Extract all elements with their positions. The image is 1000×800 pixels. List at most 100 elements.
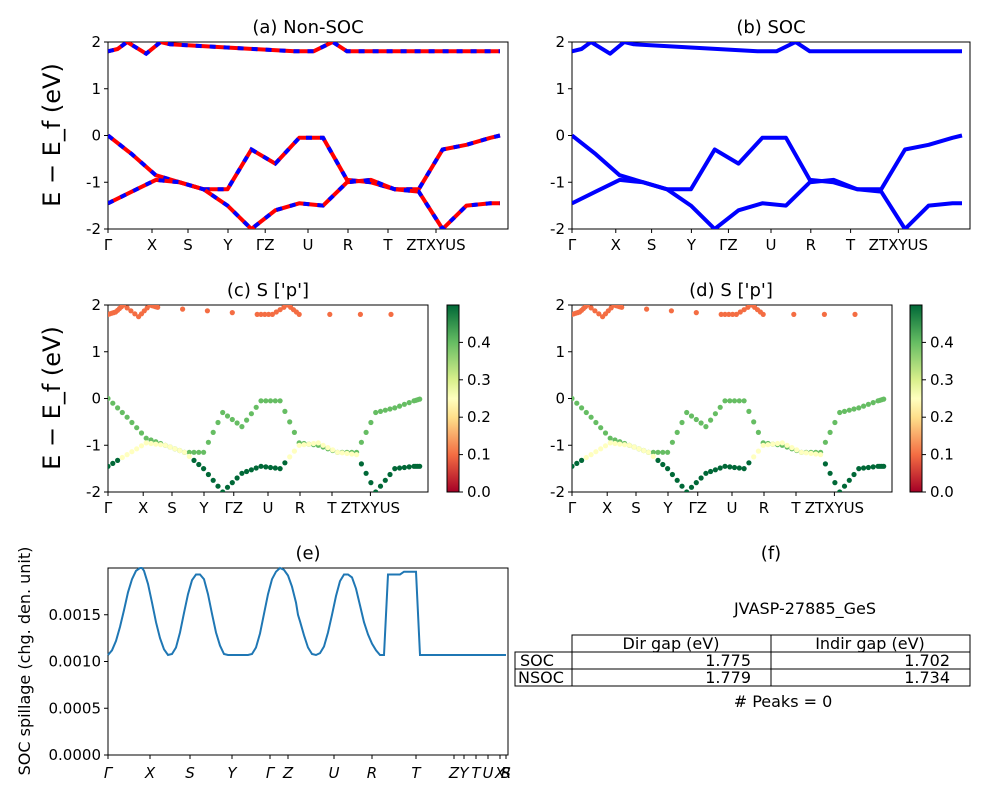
- scatter-point: [134, 446, 140, 452]
- scatter-point: [320, 442, 326, 448]
- scatter-point: [722, 398, 728, 404]
- y-tick-label: -2: [550, 483, 565, 501]
- scatter-point: [731, 464, 738, 471]
- x-tick-label: U: [483, 764, 494, 782]
- scatter-point: [253, 465, 259, 471]
- x-tick-label: Y: [662, 499, 673, 517]
- x-tick-label: ZTXYUS: [805, 499, 864, 517]
- x-tick-label: ΓZ: [719, 236, 738, 254]
- y-tick-label: -2: [550, 220, 565, 238]
- x-tick-label: ΓZ: [256, 236, 275, 254]
- y-tick-label: 0.0000: [49, 746, 102, 764]
- panel-a-plot: -2 -1 0 1 2 Γ X S Y ΓZ U R T ZTXYUS: [86, 33, 509, 254]
- scatter-point: [631, 444, 637, 450]
- scatter-point: [234, 475, 240, 481]
- scatter-point: [784, 442, 790, 448]
- x-tick-label: R: [343, 236, 353, 254]
- x-tick-label: Y: [686, 236, 697, 254]
- scatter-point: [726, 311, 732, 317]
- peaks-count: # Peaks = 0: [734, 692, 833, 711]
- scatter-point: [832, 419, 838, 426]
- scatter-point: [138, 430, 145, 436]
- scatter-point: [281, 305, 287, 310]
- scatter-point: [382, 407, 388, 413]
- scatter-point: [588, 305, 594, 311]
- scatter-point: [306, 441, 312, 447]
- colorbar-tick-label: 0.4: [467, 333, 491, 351]
- band-lines: [572, 42, 963, 229]
- scatter-point: [224, 484, 231, 490]
- scatter-point: [765, 442, 771, 448]
- scatter-point: [870, 400, 876, 406]
- scatter-point: [660, 461, 666, 468]
- y-tick-label: 0.0010: [49, 653, 102, 671]
- scatter-point: [841, 408, 848, 414]
- x-tick-label: R: [501, 764, 511, 782]
- scatter-point: [120, 305, 126, 308]
- panel-f-title: (f): [761, 543, 781, 564]
- scatter-point: [258, 463, 264, 469]
- scatter-point: [665, 449, 671, 455]
- scatter-point: [417, 463, 423, 469]
- scatter-point: [315, 440, 321, 446]
- scatter-points: [572, 305, 887, 492]
- scatter-point: [617, 441, 623, 447]
- panel-c-plot: -2 -1 0 1 2 Γ X S Y ΓZ U R T ZTXYUS: [86, 296, 429, 517]
- scatter-point: [572, 463, 575, 469]
- x-tick-label: ΓZ: [688, 499, 707, 517]
- scatter-point: [602, 443, 609, 449]
- scatter-point: [138, 443, 145, 449]
- scatter-point: [266, 311, 272, 317]
- scatter-point: [229, 416, 235, 423]
- scatter-point: [612, 440, 618, 447]
- colorbar-tick-label: 0.2: [467, 408, 491, 426]
- y-tick-label: -1: [86, 173, 101, 191]
- scatter-point: [277, 398, 283, 404]
- scatter-point: [665, 466, 671, 472]
- scatter-point: [124, 452, 130, 458]
- scatter-point: [779, 440, 785, 446]
- scatter-point: [846, 477, 852, 483]
- scatter-point: [641, 447, 647, 454]
- scatter-point: [698, 420, 704, 426]
- scatter-point: [363, 470, 369, 476]
- material-name: JVASP-27885_GeS: [733, 599, 876, 619]
- scatter-point: [368, 419, 374, 426]
- x-tick-label: T: [411, 764, 422, 782]
- scatter-point: [143, 440, 149, 446]
- x-tick-label: Y: [227, 764, 238, 782]
- scatter-point: [791, 311, 797, 317]
- scatter-point: [827, 470, 833, 476]
- x-tick-label: X: [602, 499, 612, 517]
- scatter-point: [119, 454, 125, 461]
- scatter-point: [191, 457, 197, 463]
- x-tick-label: T: [790, 499, 801, 517]
- x-tick-label: R: [759, 499, 769, 517]
- scatter-point: [229, 310, 235, 316]
- scatter-point: [722, 311, 728, 317]
- scatter-point: [861, 403, 867, 409]
- scatter-point: [736, 465, 742, 471]
- panel-d-plot: -2 -1 0 1 2 Γ X S Y ΓZ U R T ZTXYUS: [550, 296, 893, 517]
- colorbar-c: [446, 304, 460, 493]
- scatter-point: [201, 449, 207, 455]
- scatter-point: [215, 419, 221, 426]
- x-tick-label: R: [295, 499, 305, 517]
- scatter-point: [650, 453, 656, 459]
- panel-a-title: (a) Non-SOC: [252, 17, 363, 38]
- scatter-point: [770, 441, 776, 447]
- plot-frame: [571, 304, 893, 493]
- scatter-point: [746, 460, 752, 466]
- scatter-point: [406, 464, 412, 470]
- table-header-dir: Dir gap (eV): [623, 634, 720, 653]
- scatter-point: [650, 449, 656, 455]
- scatter-point: [287, 454, 293, 460]
- x-tick-label: Y: [459, 764, 470, 782]
- x-tick-label: ΓZ: [224, 499, 243, 517]
- scatter-point: [881, 396, 887, 402]
- scatter-point: [258, 311, 264, 317]
- colorbar-tick-label: 0.4: [930, 333, 954, 351]
- scatter-point: [248, 467, 254, 473]
- scatter-point: [108, 395, 111, 402]
- scatter-point: [180, 306, 186, 312]
